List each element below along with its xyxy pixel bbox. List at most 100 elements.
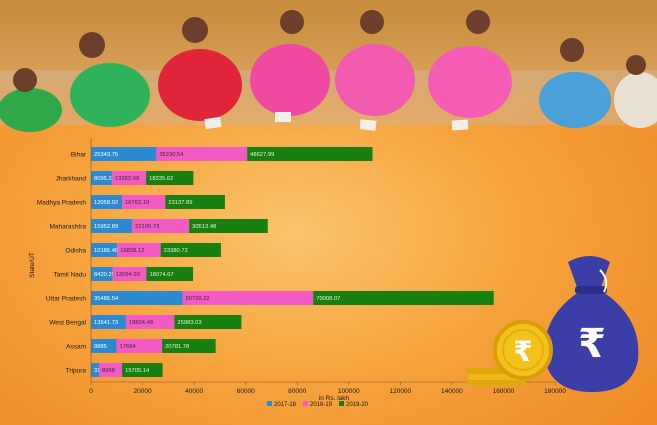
data-label: 8095.28 — [94, 176, 115, 182]
data-label: 13094.93 — [116, 272, 140, 278]
category-label: Odisha — [65, 247, 86, 254]
x-axis: 0 20000 40000 60000 80000 100000 120000 140000 1… — [89, 138, 566, 395]
data-label: 50720.22 — [185, 296, 209, 302]
legend-label: 2018-19 — [310, 402, 333, 408]
bar-segment — [313, 291, 494, 305]
bar-segment — [146, 171, 194, 185]
x-tick-label: 100000 — [338, 388, 360, 395]
person-figure — [614, 55, 657, 128]
bar-segment — [122, 195, 166, 209]
category-label: Uttar Pradesh — [46, 295, 86, 302]
category-label: Tamil Nadu — [53, 271, 86, 278]
rupee-coin-icon: ₹ — [493, 320, 553, 380]
data-label: 70008.07 — [316, 296, 340, 302]
data-label: 23380.72 — [164, 248, 188, 254]
bar-segment — [247, 147, 373, 161]
x-tick-label: 160000 — [493, 388, 515, 395]
person-figure — [539, 38, 611, 128]
bar-segment — [99, 363, 123, 377]
data-label: 9885 — [94, 344, 107, 350]
data-label: 13283.99 — [115, 176, 139, 182]
bar-segment — [91, 363, 100, 377]
person-figure — [158, 17, 242, 121]
bar-segment — [91, 267, 113, 281]
bar-segment — [116, 339, 163, 353]
paper-sheet — [359, 119, 377, 131]
banner-photo — [0, 0, 657, 135]
bar-segment — [189, 219, 268, 233]
bar-segment — [132, 219, 190, 233]
x-tick-label: 180000 — [544, 388, 566, 395]
data-label: 20781.78 — [165, 344, 189, 350]
paper-sheet — [204, 116, 222, 130]
bar-segment — [91, 243, 118, 257]
data-label: 35486.54 — [94, 296, 119, 302]
bar-segment — [174, 315, 242, 329]
person-figure — [0, 68, 62, 132]
data-label: 13541.73 — [94, 320, 118, 326]
x-tick-label: 120000 — [389, 388, 411, 395]
person-figure — [428, 10, 512, 118]
legend-swatch — [267, 401, 272, 406]
bar-segment — [146, 267, 194, 281]
bar-segment — [112, 267, 147, 281]
data-label: 25343.75 — [94, 152, 118, 158]
data-label: 8420.29 — [94, 272, 115, 278]
bar-segment — [91, 339, 117, 353]
category-label: Tripura — [66, 367, 87, 374]
bar-segment — [162, 339, 216, 353]
data-label: 25983.03 — [177, 320, 201, 326]
data-label: 8958 — [102, 368, 115, 374]
category-label: Maharashtra — [50, 223, 87, 230]
person-figure — [250, 10, 330, 116]
paper-sheet — [275, 112, 291, 122]
y-axis-title: State/UT — [29, 252, 36, 278]
data-label: 18335.62 — [149, 176, 173, 182]
data-label: 30513.48 — [192, 224, 216, 230]
data-label: 16763.19 — [125, 200, 149, 206]
bar-segment — [156, 147, 248, 161]
x-tick-label: 140000 — [441, 388, 463, 395]
bar-segment — [160, 243, 221, 257]
bar-marks: 25343.75 35230.54 48627.99 8095.28 13283.99 1… — [91, 147, 494, 377]
category-label: Madhya Pradesh — [37, 199, 87, 206]
data-label: 35230.54 — [159, 152, 184, 158]
bar-segment — [91, 195, 123, 209]
data-label: 12058.92 — [94, 200, 118, 206]
bar-segment — [122, 363, 163, 377]
x-axis-title: in Rs. lakh — [319, 395, 350, 402]
category-label: Jharkhand — [56, 175, 87, 182]
category-label: West Bengal — [49, 319, 86, 326]
data-label: 15952.89 — [94, 224, 118, 230]
data-label: 17694 — [119, 344, 136, 350]
data-label: 22106.73 — [135, 224, 159, 230]
x-tick-label: 20000 — [134, 388, 152, 395]
data-label: 18824.48 — [129, 320, 153, 326]
rupee-symbol-icon: ₹ — [578, 321, 606, 367]
bar-segment — [125, 315, 175, 329]
x-tick-label: 60000 — [237, 388, 255, 395]
x-tick-label: 80000 — [288, 388, 306, 395]
category-label: Assam — [66, 343, 86, 350]
legend-label: 2017-18 — [274, 402, 297, 408]
bar-segment — [111, 171, 147, 185]
money-bag-icon: ₹ — [544, 256, 639, 392]
bar-segment — [117, 243, 161, 257]
data-label: 48627.99 — [250, 152, 274, 158]
legend-swatch — [339, 401, 344, 406]
bar-segment — [165, 195, 225, 209]
paper-sheet — [451, 119, 469, 131]
category-label: Bihar — [71, 151, 87, 158]
data-label: 23137.89 — [168, 200, 192, 206]
person-figure — [335, 10, 415, 116]
bar-segment — [182, 291, 314, 305]
bar-segment — [91, 219, 133, 233]
x-tick-label: 40000 — [185, 388, 203, 395]
legend-label: 2019-20 — [346, 402, 369, 408]
category-labels: Bihar Jharkhand Madhya Pradesh Maharashtra O… — [37, 151, 87, 374]
bar-segment — [91, 147, 157, 161]
legend-swatch — [303, 401, 308, 406]
person-figure — [70, 32, 150, 127]
